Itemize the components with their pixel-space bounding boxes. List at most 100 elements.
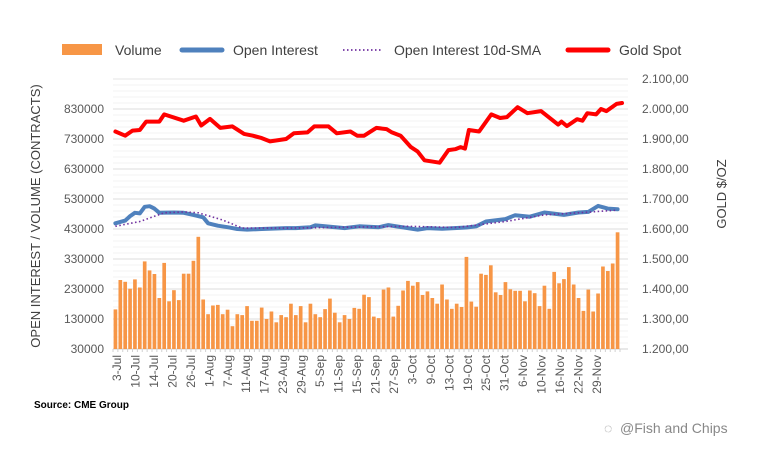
legend: Volume Open Interest Open Interest 10d-S… <box>62 42 681 58</box>
volume-bar <box>591 311 596 349</box>
volume-bar <box>259 307 264 349</box>
volume-bar <box>610 263 615 349</box>
volume-bar <box>381 289 386 349</box>
volume-bar <box>342 315 347 349</box>
left-tick-label: 130000 <box>64 312 104 326</box>
x-tick-label: 19-Oct <box>461 354 475 391</box>
volume-bar <box>147 270 152 349</box>
x-tick-label: 9-Oct <box>424 354 438 384</box>
volume-bar <box>293 315 298 349</box>
legend-label-gold: Gold Spot <box>619 42 681 58</box>
left-axis-ticks: 30000 130000 230000 330000 430000 530000 63000… <box>64 102 104 356</box>
volume-bar <box>605 271 610 349</box>
volume-bar <box>581 310 586 349</box>
volume-bar <box>284 317 288 349</box>
volume-bar <box>337 322 342 349</box>
volume-bar <box>313 314 318 349</box>
volume-bar <box>298 306 303 349</box>
series-lines <box>113 101 624 232</box>
volume-bar <box>230 326 235 349</box>
volume-bar <box>401 290 405 349</box>
left-axis-title: OPEN INTEREST / VOLUME (CONTRACTS) <box>28 84 43 347</box>
volume-bar <box>328 298 332 349</box>
volume-bar <box>250 320 254 349</box>
x-tick-label: 23-Aug <box>276 355 290 394</box>
volume-bar <box>371 316 376 349</box>
volume-bar <box>128 288 132 349</box>
x-tick-label: 1-Aug <box>202 355 216 387</box>
volume-bar <box>215 304 220 349</box>
right-tick-label: 1.900,00 <box>642 132 689 146</box>
x-tick-label: 11-Aug <box>239 355 253 393</box>
volume-bar <box>318 317 323 349</box>
left-tick-label: 730000 <box>64 132 104 146</box>
legend-label-volume: Volume <box>115 42 162 58</box>
volume-bar <box>206 314 210 349</box>
right-tick-label: 1.600,00 <box>642 222 689 236</box>
volume-bar <box>386 287 391 349</box>
volume-bar <box>376 318 381 349</box>
volume-bar <box>459 307 464 349</box>
left-tick-label: 330000 <box>64 252 104 266</box>
volume-bar <box>254 320 259 349</box>
volume-bar <box>289 303 293 349</box>
x-tick-label: 26-Jul <box>184 355 198 388</box>
volume-bars <box>113 232 620 349</box>
x-tick-label: 29-Aug <box>295 355 309 394</box>
x-tick-label: 6-Nov <box>516 355 530 387</box>
x-tick-label: 16-Nov <box>553 355 567 394</box>
right-tick-label: 1.300,00 <box>642 312 689 326</box>
x-tick-label: 20-Jul <box>165 355 179 388</box>
left-tick-label: 830000 <box>64 102 104 116</box>
gold-spot-line <box>113 101 624 165</box>
volume-bar <box>430 298 435 349</box>
x-tick-label: 11-Sep <box>332 355 346 393</box>
x-tick-label: 29-Nov <box>590 355 604 394</box>
volume-bar <box>435 303 440 349</box>
volume-bar <box>279 315 284 349</box>
volume-bar <box>596 293 600 349</box>
volume-bar <box>137 287 142 349</box>
source-note: Source: CME Group <box>34 400 129 411</box>
volume-bar <box>201 299 206 349</box>
volume-bar <box>113 309 118 349</box>
volume-bar <box>557 283 561 349</box>
volume-bar <box>415 282 420 349</box>
volume-bar <box>449 308 454 349</box>
x-tick-label: 7-Aug <box>221 355 235 387</box>
open-interest-line <box>113 203 620 232</box>
volume-bar <box>225 309 230 349</box>
volume-bar <box>454 303 459 349</box>
volume-bar <box>133 279 137 349</box>
volume-bar <box>542 285 547 349</box>
right-axis-ticks: 1.200,00 1.300,00 1.400,00 1.500,00 1.600,00… <box>642 72 689 356</box>
volume-bar <box>518 290 522 349</box>
volume-bar <box>523 301 527 349</box>
right-tick-label: 1.200,00 <box>642 342 689 356</box>
volume-bar <box>508 289 513 349</box>
volume-bar <box>601 266 605 349</box>
x-tick-label: 14-Jul <box>147 355 161 388</box>
volume-bar <box>235 314 240 349</box>
volume-bar <box>196 236 201 349</box>
volume-bar <box>396 305 401 349</box>
x-tick-label: 3-Jul <box>110 355 124 381</box>
volume-bar <box>142 261 147 349</box>
volume-bar <box>191 260 196 349</box>
volume-bar <box>498 295 503 349</box>
volume-bar <box>391 316 396 349</box>
volume-bar <box>425 291 430 349</box>
x-axis-ticks: 3-Jul 10-Jul 14-Jul 20-Jul 26-Jul 1-Aug 7-Aug 1… <box>110 354 604 393</box>
legend-label-sma: Open Interest 10d-SMA <box>394 42 542 58</box>
volume-bar <box>488 265 493 349</box>
volume-bar <box>367 297 371 349</box>
left-tick-label: 630000 <box>64 162 104 176</box>
left-tick-label: 30000 <box>71 342 105 356</box>
volume-bar <box>181 273 186 349</box>
oi-sma-line <box>115 209 618 229</box>
x-tick-label: 21-Sep <box>368 355 382 394</box>
volume-bar <box>240 315 245 349</box>
volume-bar <box>186 273 191 349</box>
volume-bar <box>211 305 215 349</box>
